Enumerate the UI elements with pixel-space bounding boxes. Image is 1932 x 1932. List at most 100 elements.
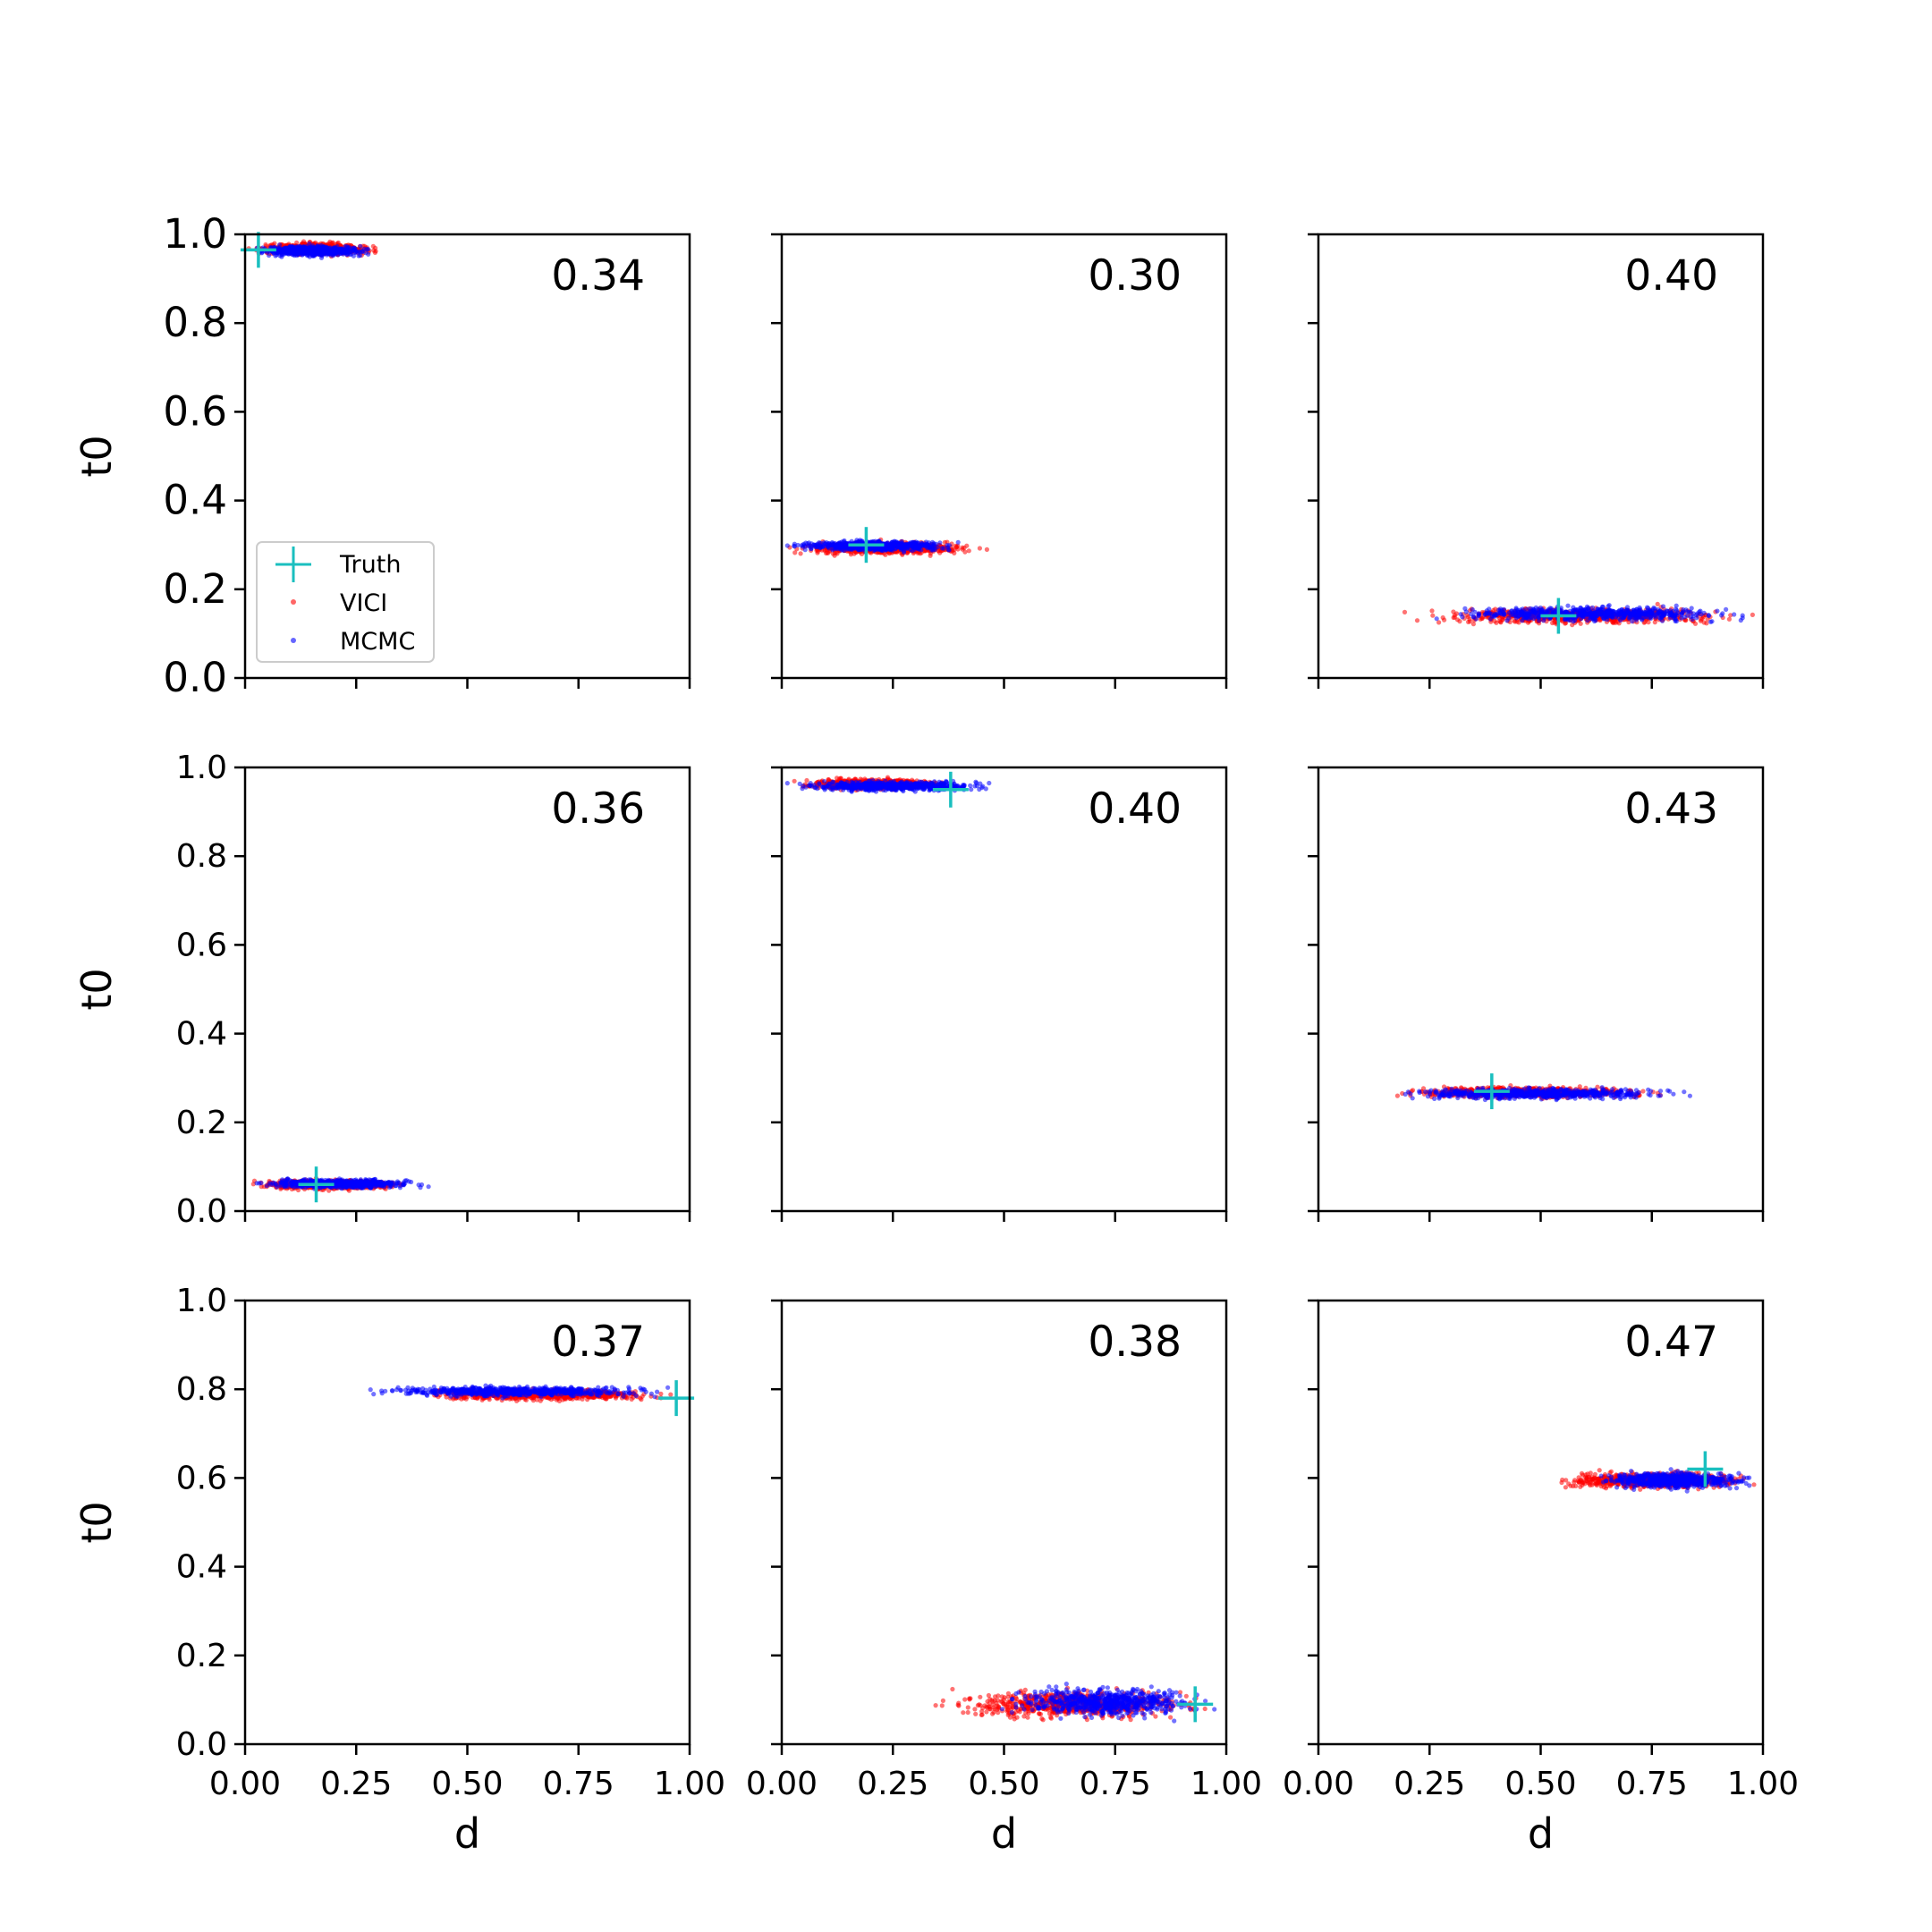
mcmc-point xyxy=(1530,611,1535,617)
vici-point xyxy=(964,543,970,548)
mcmc-point xyxy=(366,247,371,252)
mcmc-point xyxy=(1597,608,1603,614)
mcmc-point xyxy=(284,249,289,254)
mcmc-point xyxy=(802,547,808,553)
vici-point xyxy=(966,548,971,554)
mcmc-point xyxy=(1602,612,1607,617)
mcmc-point xyxy=(332,245,337,250)
vici-point xyxy=(1646,620,1651,625)
mcmc-point xyxy=(1523,615,1530,621)
mcmc-point xyxy=(338,248,343,253)
mcmc-point xyxy=(1472,609,1478,614)
mcmc-point xyxy=(1585,618,1590,623)
mcmc-point xyxy=(294,249,300,254)
mcmc-point xyxy=(842,538,847,544)
mcmc-point xyxy=(1462,606,1468,612)
mcmc-point xyxy=(1637,614,1642,619)
mcmc-point xyxy=(353,250,359,255)
mcmc-point xyxy=(1460,614,1465,620)
mcmc-point xyxy=(1470,614,1476,620)
vici-point xyxy=(272,241,277,246)
mcmc-point xyxy=(1623,610,1628,616)
mcmc-point xyxy=(1563,609,1569,614)
mcmc-point xyxy=(1648,610,1654,615)
mcmc-point xyxy=(955,539,961,545)
mcmc-point xyxy=(1606,603,1612,608)
mcmc-point xyxy=(1684,609,1690,614)
mcmc-point xyxy=(1504,618,1510,623)
mcmc-point xyxy=(809,546,814,551)
mcmc-point xyxy=(303,248,309,253)
mcmc-point xyxy=(1565,617,1571,623)
mcmc-point xyxy=(1590,608,1596,614)
scatter-points xyxy=(250,1175,431,1193)
mcmc-point xyxy=(363,250,369,256)
vici-point xyxy=(955,547,961,552)
mcmc-point xyxy=(1531,616,1537,622)
vici-point xyxy=(798,551,803,556)
mcmc-point xyxy=(1627,614,1632,620)
mcmc-point xyxy=(1706,613,1711,618)
scatter-points xyxy=(1402,601,1755,628)
vici-point xyxy=(1442,617,1447,623)
vici-point xyxy=(327,239,333,244)
truth-marker xyxy=(1540,597,1577,634)
vici-point xyxy=(258,1184,264,1190)
mcmc-point xyxy=(1550,610,1555,615)
mcmc-point xyxy=(1719,613,1724,618)
mcmc-point xyxy=(941,546,946,551)
vici-point xyxy=(1470,622,1476,627)
mcmc-point xyxy=(901,549,907,555)
mcmc-point xyxy=(937,540,943,546)
truth-marker xyxy=(240,232,276,268)
mcmc-point xyxy=(312,251,318,258)
mcmc-point xyxy=(1594,612,1599,617)
vici-point xyxy=(1750,612,1755,618)
mcmc-point xyxy=(1674,618,1679,624)
mcmc-point xyxy=(826,544,831,549)
mcmc-point xyxy=(1724,606,1729,613)
mcmc-point xyxy=(1651,605,1657,611)
panel-annotation: 0.40 xyxy=(1624,251,1718,301)
vici-point xyxy=(1728,613,1733,618)
mcmc-point xyxy=(1515,607,1521,613)
vici-point xyxy=(1465,614,1470,620)
mcmc-point xyxy=(1689,606,1694,611)
vici-point xyxy=(1457,619,1462,624)
mcmc-point xyxy=(1657,609,1662,614)
mcmc-point xyxy=(890,542,896,547)
mcmc-point xyxy=(1476,613,1481,619)
panel-frame xyxy=(780,233,1228,680)
vici-point xyxy=(977,546,982,551)
vici-point xyxy=(1613,620,1618,625)
vici-point xyxy=(1429,608,1435,614)
vici-point xyxy=(1578,621,1583,626)
vici-point xyxy=(1414,618,1420,623)
vici-point xyxy=(1652,620,1657,625)
mcmc-point xyxy=(1489,614,1495,619)
vici-point xyxy=(1451,614,1456,621)
mcmc-point xyxy=(1697,609,1702,614)
vici-point xyxy=(373,245,378,250)
mcmc-point xyxy=(352,245,357,250)
y-axis-label: t0 xyxy=(72,435,121,477)
mcmc-point xyxy=(1709,619,1715,624)
y-tick-label: 0.8 xyxy=(163,299,227,346)
mcmc-point xyxy=(829,541,835,547)
mcmc-point xyxy=(349,251,354,257)
vici-point xyxy=(1493,606,1498,612)
mcmc-point xyxy=(1640,611,1646,616)
mcmc-point xyxy=(298,249,303,254)
mcmc-point xyxy=(946,543,953,548)
mcmc-point xyxy=(910,543,916,548)
mcmc-point xyxy=(818,545,824,550)
mcmc-point xyxy=(1674,603,1679,608)
mcmc-point xyxy=(1538,607,1544,613)
mcmc-point xyxy=(1609,614,1614,620)
mcmc-point xyxy=(1621,615,1626,621)
mcmc-point xyxy=(1519,609,1524,614)
mcmc-point xyxy=(835,547,840,552)
